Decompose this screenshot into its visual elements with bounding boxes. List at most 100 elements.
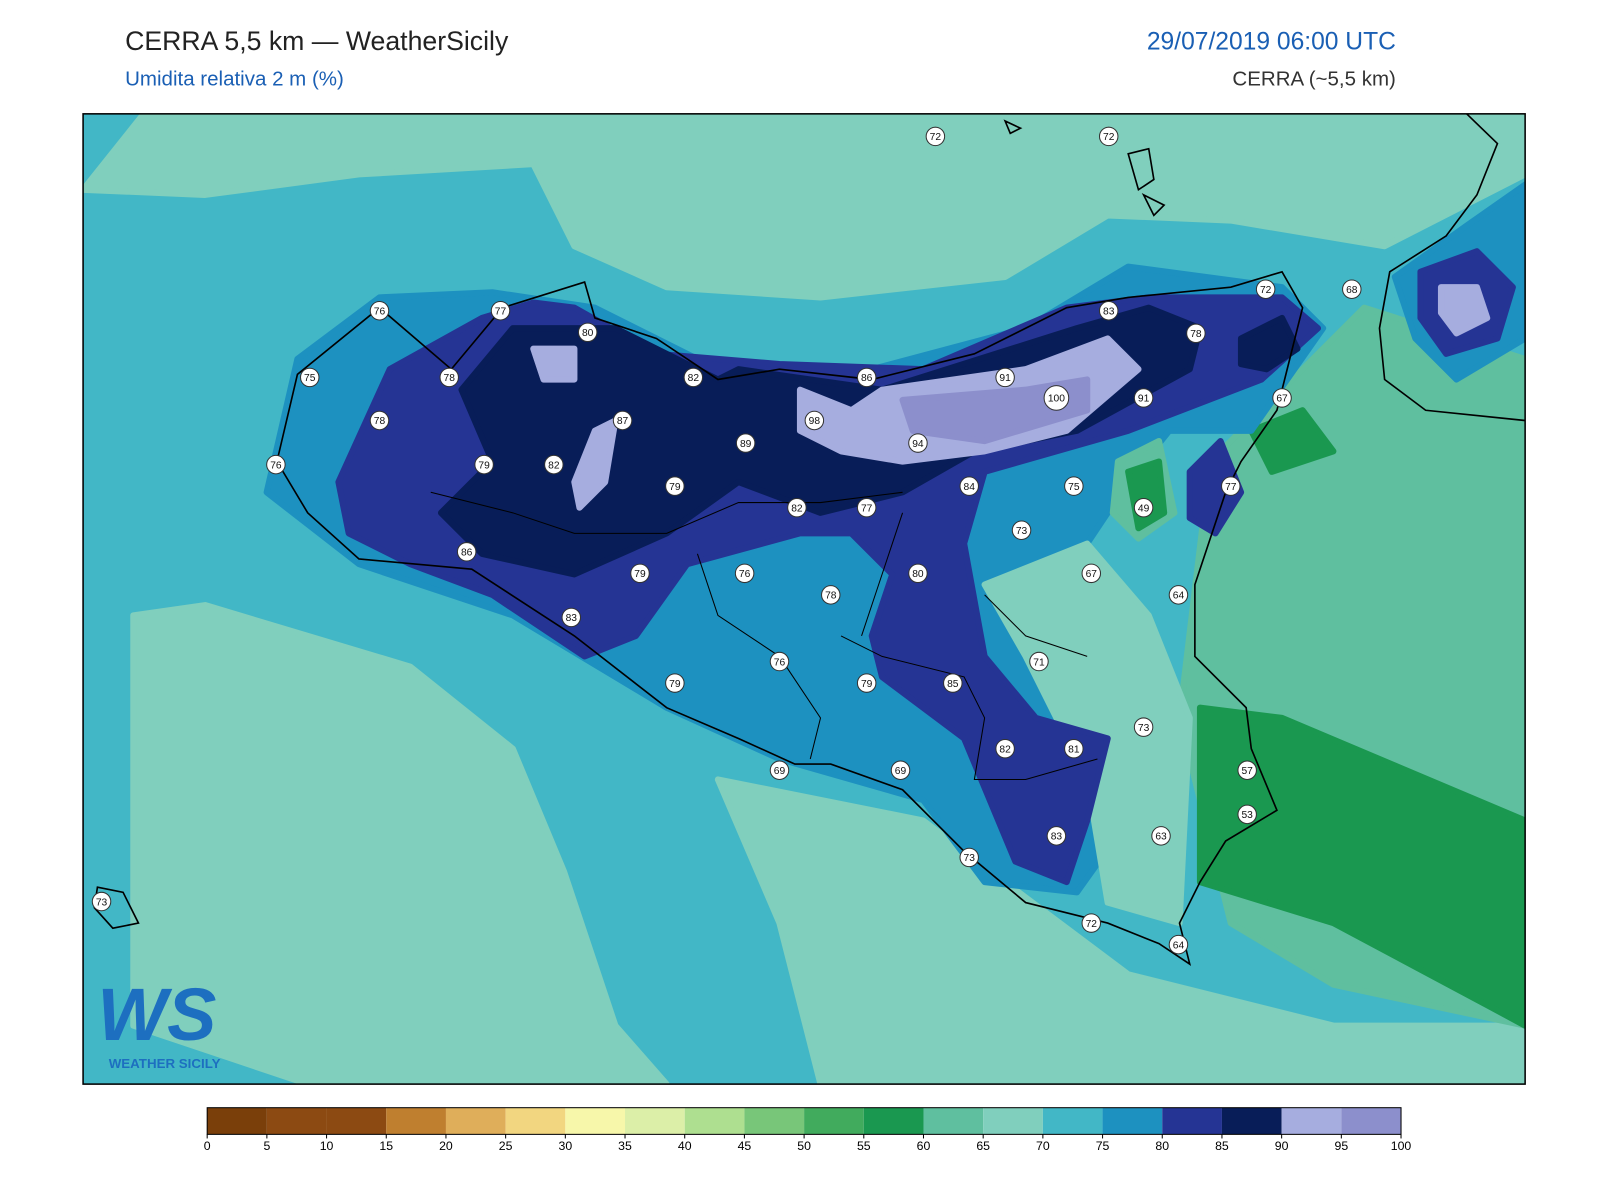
station-marker	[856, 367, 877, 388]
station-marker	[1237, 804, 1257, 825]
station-marker	[665, 476, 685, 496]
station-value: 68	[1346, 285, 1358, 296]
station-marker	[577, 322, 598, 343]
station-marker	[1342, 279, 1362, 299]
station-marker	[943, 673, 963, 693]
station-marker	[1011, 520, 1032, 540]
colorbar-bin	[1102, 1107, 1163, 1135]
colorbar-tick-label: 60	[917, 1139, 931, 1153]
station-marker	[456, 542, 477, 562]
station-value: 80	[912, 569, 924, 580]
station-value: 76	[374, 306, 386, 317]
station-marker	[369, 410, 390, 431]
humidity-band	[530, 345, 578, 383]
colorbar-tick-label: 25	[499, 1139, 513, 1153]
colorbar-bin	[1281, 1107, 1342, 1135]
colorbar-bin	[684, 1107, 745, 1135]
station-value: 91	[1138, 394, 1150, 405]
calabria-coast	[1378, 113, 1526, 422]
colorbar-tick-label: 55	[857, 1139, 871, 1153]
station-value: 64	[1173, 591, 1185, 602]
station-value: 67	[1276, 394, 1288, 405]
colorbar-bin	[863, 1107, 924, 1135]
station-marker	[630, 563, 650, 584]
station-value: 79	[669, 482, 681, 493]
colorbar-tick-label: 50	[797, 1139, 811, 1153]
humidity-band	[1125, 458, 1168, 532]
station-value: 82	[548, 460, 560, 471]
station-marker	[925, 126, 946, 147]
station-marker	[1098, 301, 1119, 321]
station-value: 75	[304, 373, 316, 384]
station-value: 89	[740, 439, 752, 450]
station-value: 98	[809, 416, 821, 427]
station-marker	[439, 367, 459, 388]
station-value: 87	[617, 416, 629, 427]
colorbar-tick-label: 85	[1215, 1139, 1229, 1153]
colorbar-bin	[983, 1107, 1043, 1135]
colorbar-bin	[386, 1107, 446, 1135]
station-marker	[1272, 388, 1292, 408]
station-marker	[683, 367, 704, 388]
station-marker	[1081, 913, 1102, 933]
station-marker	[544, 454, 564, 475]
colorbar-bin	[505, 1107, 566, 1135]
station-value: 72	[930, 132, 942, 143]
station-marker	[1168, 585, 1189, 605]
station-value: 86	[461, 548, 473, 559]
station-marker	[612, 410, 633, 431]
station-marker	[1255, 279, 1276, 299]
station-marker	[1133, 497, 1154, 518]
station-value: 94	[912, 439, 924, 450]
station-value: 73	[964, 853, 976, 864]
station-value: 78	[1190, 329, 1202, 340]
station-marker	[787, 497, 807, 518]
station-marker	[821, 585, 841, 605]
station-value: 79	[634, 569, 646, 580]
station-marker	[1029, 651, 1049, 672]
station-marker	[735, 433, 756, 453]
colorbar-tick-label: 40	[678, 1139, 692, 1153]
station-value: 86	[861, 373, 873, 384]
station-marker	[1151, 826, 1171, 846]
station-value: 75	[1068, 482, 1080, 493]
model-label: CERRA (~5,5 km)	[1232, 67, 1395, 90]
station-value: 78	[374, 416, 386, 427]
colorbar-bin	[625, 1107, 685, 1135]
colorbar-tick-label: 75	[1096, 1139, 1110, 1153]
station-value: 82	[688, 373, 700, 384]
station-value: 84	[964, 482, 976, 493]
humidity-band	[1196, 704, 1526, 1029]
station-value: 77	[495, 306, 507, 317]
station-value: 69	[895, 766, 907, 777]
station-marker	[665, 673, 685, 693]
colorbar-tick-label: 95	[1334, 1139, 1348, 1153]
station-value: 53	[1241, 810, 1253, 821]
station-marker	[266, 454, 286, 475]
station-marker	[1237, 760, 1257, 780]
humidity-band	[1248, 407, 1337, 475]
islands	[93, 119, 1166, 930]
station-value: 83	[566, 613, 578, 624]
station-value: 82	[999, 744, 1011, 755]
station-value: 77	[1225, 482, 1237, 493]
station-marker	[856, 497, 877, 518]
humidity-band	[571, 417, 619, 511]
station-value: 72	[1103, 132, 1115, 143]
station-value: 100	[1048, 394, 1065, 405]
station-value: 83	[1051, 832, 1063, 843]
station-value: 63	[1155, 832, 1167, 843]
station-value: 71	[1033, 657, 1045, 668]
station-marker	[959, 847, 979, 868]
station-value: 81	[1068, 744, 1080, 755]
station-value: 79	[861, 679, 873, 690]
station-marker	[995, 738, 1015, 759]
station-value: 73	[1016, 526, 1028, 537]
colorbar-tick-label: 45	[738, 1139, 752, 1153]
stations: 72 72 76 77 80 72 68 83 78 75 78 82 86 91 100 91 67 78 87 9…	[91, 126, 1362, 955]
station-marker	[300, 367, 320, 388]
station-marker	[769, 651, 790, 672]
colorbar-tick-label: 70	[1036, 1139, 1050, 1153]
